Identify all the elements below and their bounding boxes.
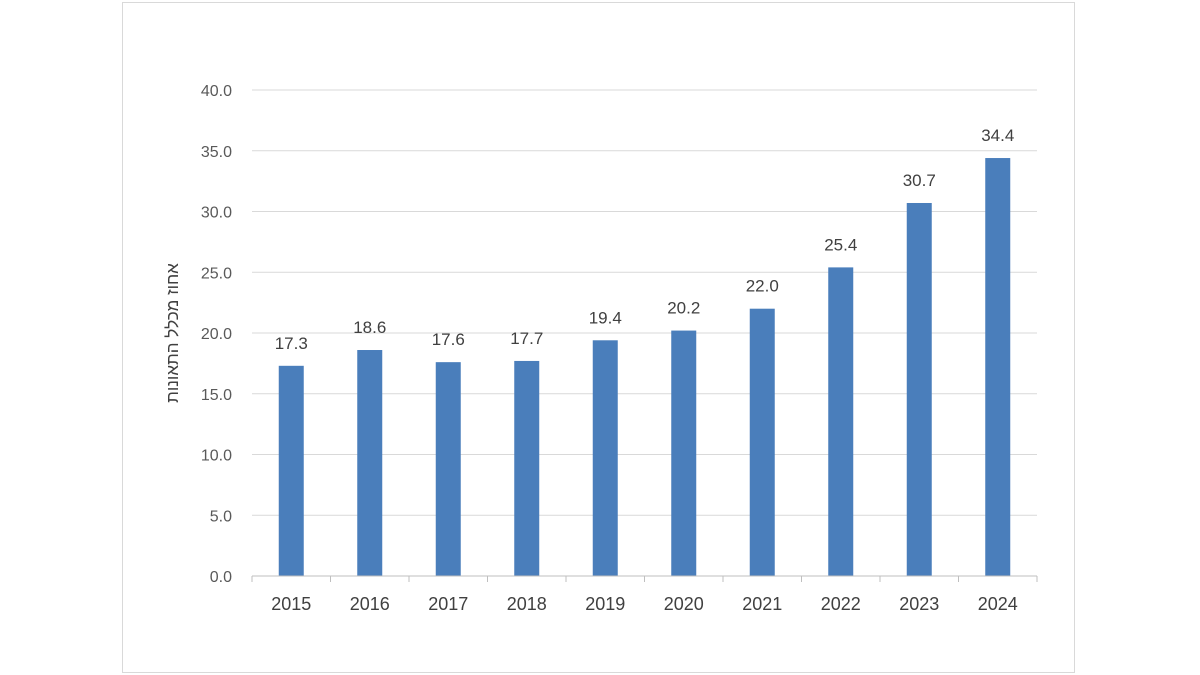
bar: [671, 330, 697, 576]
label-layer: 0.0 5.0 10.0 15.0 20.0 25.0 30.0 35.0 40.0 17.3 20…: [201, 83, 1018, 614]
data-label: 17.7: [510, 329, 543, 348]
x-tick-label: 2019: [585, 594, 625, 614]
bar: [592, 340, 618, 576]
grid-layer: [252, 89, 1037, 516]
axis-layer: [251, 575, 1038, 582]
data-label: 17.3: [275, 334, 308, 353]
bar: [828, 267, 854, 576]
bar: [985, 158, 1011, 577]
data-label: 19.4: [589, 308, 622, 327]
x-tick-label: 2016: [350, 594, 390, 614]
bar: [514, 360, 540, 576]
y-tick-label: 10.0: [201, 448, 232, 465]
x-tick-label: 2017: [428, 594, 468, 614]
bar: [749, 308, 775, 576]
x-tick-label: 2022: [821, 594, 861, 614]
y-tick-label: 25.0: [201, 265, 232, 282]
data-label: 20.2: [667, 299, 700, 318]
x-tick-label: 2024: [978, 594, 1018, 614]
data-label: 18.6: [353, 318, 386, 337]
bar: [435, 362, 461, 576]
bar: [278, 365, 304, 576]
x-tick-label: 2021: [742, 594, 782, 614]
x-tick-label: 2018: [507, 594, 547, 614]
y-tick-label: 15.0: [201, 387, 232, 404]
data-label: 34.4: [981, 126, 1014, 145]
y-tick-label: 35.0: [201, 144, 232, 161]
x-tick-label: 2015: [271, 594, 311, 614]
x-tick-label: 2020: [664, 594, 704, 614]
y-tick-label: 40.0: [201, 83, 232, 100]
y-tick-label: 0.0: [210, 569, 232, 586]
bar: [357, 350, 383, 576]
data-label: 17.6: [432, 330, 465, 349]
y-tick-label: 30.0: [201, 205, 232, 222]
y-axis-title: אחוז מכלל התאונות: [163, 263, 182, 403]
y-tick-label: 20.0: [201, 326, 232, 343]
bar: [906, 202, 932, 576]
data-label: 25.4: [824, 235, 857, 254]
data-label: 22.0: [746, 277, 779, 296]
x-tick-label: 2023: [899, 594, 939, 614]
bar-layer: [278, 158, 1011, 577]
data-label: 30.7: [903, 171, 936, 190]
y-tick-label: 5.0: [210, 508, 232, 525]
